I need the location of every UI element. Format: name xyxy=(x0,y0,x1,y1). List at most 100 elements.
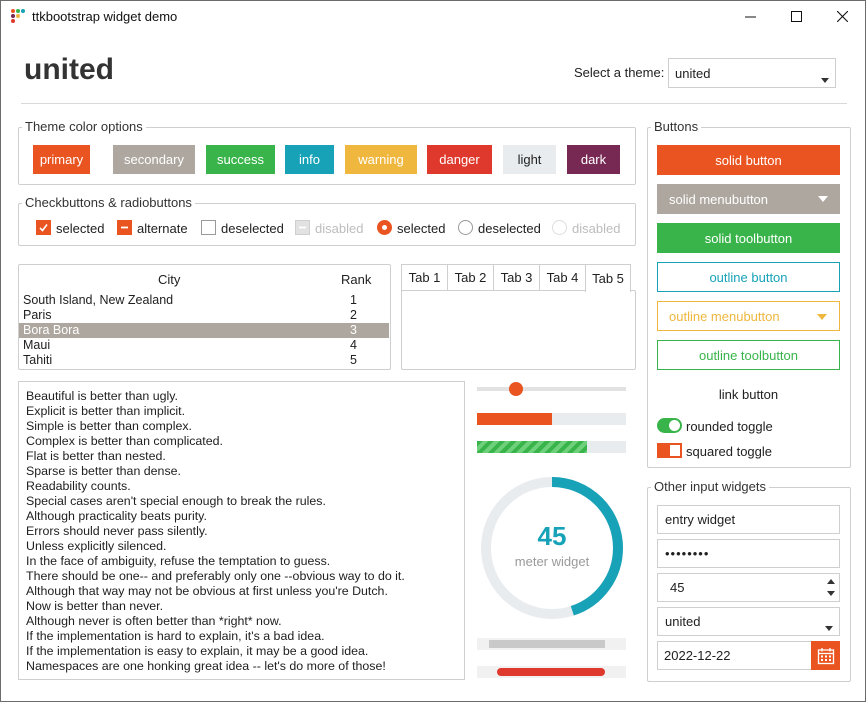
chevron-down-icon xyxy=(817,314,827,320)
input-combobox[interactable]: united xyxy=(657,607,840,636)
text-line: Flat is better than nested. xyxy=(26,449,166,463)
scroll-left-icon[interactable] xyxy=(477,639,481,649)
tab-4[interactable]: Tab 4 xyxy=(539,264,586,291)
theme-colors-title: Theme color options xyxy=(22,119,146,134)
solid-button[interactable]: solid button xyxy=(657,145,840,175)
solid-menubutton-label: solid menubutton xyxy=(669,191,769,207)
theme-combobox[interactable]: united xyxy=(668,58,836,88)
text-line: Now is better than never. xyxy=(26,599,164,613)
text-line: In the face of ambiguity, refuse the tem… xyxy=(26,554,331,568)
color-button-secondary[interactable]: secondary xyxy=(113,145,195,174)
table-header-city[interactable]: City xyxy=(158,272,181,287)
window-title: ttkbootstrap widget demo xyxy=(32,9,178,24)
color-button-dark[interactable]: dark xyxy=(567,145,620,174)
text-line: If the implementation is hard to explain… xyxy=(26,629,325,643)
table-cell-rank: 1 xyxy=(350,293,357,307)
striped-progress-bar xyxy=(477,441,626,453)
progress-fill xyxy=(477,413,552,425)
table-cell-rank: 5 xyxy=(350,353,357,367)
radio-deselected[interactable] xyxy=(458,220,473,235)
table-header-rank[interactable]: Rank xyxy=(341,272,372,287)
entry-widget[interactable]: entry widget xyxy=(657,505,840,534)
table-cell-city: Maui xyxy=(23,338,51,352)
table-row[interactable]: Maui 4 xyxy=(19,338,389,353)
spin-arrows-icon[interactable] xyxy=(827,578,835,598)
text-line: Unless explicitly silenced. xyxy=(26,539,167,553)
radio-disabled-label: disabled xyxy=(572,221,621,236)
color-button-light[interactable]: light xyxy=(503,145,556,174)
table-row[interactable]: Tahiti 5 xyxy=(19,353,389,368)
tab-5[interactable]: Tab 5 xyxy=(585,264,631,292)
text-line: Although that way may not be obvious at … xyxy=(26,584,388,598)
table-row[interactable]: Bora Bora 3 xyxy=(19,323,389,338)
scrollbar-thumb[interactable] xyxy=(489,640,605,648)
radio-dot xyxy=(382,225,387,230)
date-picker-button[interactable] xyxy=(811,641,840,670)
color-button-warning[interactable]: warning xyxy=(345,145,417,174)
outline-button[interactable]: outline button xyxy=(657,262,840,292)
minimize-button[interactable] xyxy=(727,1,773,32)
text-line: Beautiful is better than ugly. xyxy=(26,389,178,403)
city-table[interactable] xyxy=(18,264,391,370)
checkbox-deselected[interactable] xyxy=(201,220,216,235)
calendar-icon xyxy=(817,647,834,664)
checks-title: Checkbuttons & radiobuttons xyxy=(22,195,195,210)
outline-menubutton[interactable]: outline menubutton xyxy=(657,301,840,331)
checkbox-alternate-label: alternate xyxy=(137,221,188,236)
checks-frame xyxy=(18,203,636,246)
checkbox-alternate[interactable] xyxy=(117,220,132,235)
inputs-title: Other input widgets xyxy=(651,479,770,494)
tab-3[interactable]: Tab 3 xyxy=(493,264,540,291)
table-row[interactable]: Paris 2 xyxy=(19,308,389,323)
checkbox-selected[interactable] xyxy=(36,220,51,235)
minimize-icon xyxy=(744,16,756,18)
table-cell-city: Tahiti xyxy=(23,353,53,367)
radio-selected[interactable] xyxy=(377,220,392,235)
rounded-toggle[interactable] xyxy=(657,418,682,433)
scale-handle[interactable] xyxy=(508,382,523,396)
solid-toolbutton[interactable]: solid toolbutton xyxy=(657,223,840,253)
squared-toggle[interactable] xyxy=(657,443,682,458)
tab-2[interactable]: Tab 2 xyxy=(447,264,494,291)
theme-combobox-value: united xyxy=(675,65,711,81)
color-button-primary[interactable]: primary xyxy=(33,145,90,174)
link-button[interactable]: link button xyxy=(718,386,779,402)
date-entry[interactable]: 2022-12-22 xyxy=(657,641,812,670)
table-cell-city: Paris xyxy=(23,308,52,322)
spinbox[interactable]: 45 xyxy=(657,573,840,602)
check-icon xyxy=(39,224,48,232)
radio-selected-label: selected xyxy=(397,221,446,236)
progress-bar xyxy=(477,413,626,425)
text-line: Simple is better than complex. xyxy=(26,419,192,433)
text-line: Although practicality beats purity. xyxy=(26,509,207,523)
chevron-down-icon xyxy=(818,196,828,202)
text-line: Explicit is better than implicit. xyxy=(26,404,186,418)
table-cell-city: Bora Bora xyxy=(23,323,80,337)
buttons-frame xyxy=(647,127,851,468)
table-row[interactable]: South Island, New Zealand 1 xyxy=(19,293,389,308)
colored-scrollbar[interactable] xyxy=(477,666,626,678)
table-cell-rank: 4 xyxy=(350,338,357,352)
text-line: Special cases aren't special enough to b… xyxy=(26,494,326,508)
close-button[interactable] xyxy=(819,1,865,32)
table-cell-rank: 2 xyxy=(350,308,357,322)
radio-disabled xyxy=(552,220,567,235)
meter-widget[interactable] xyxy=(477,473,627,623)
colored-scrollbar-thumb[interactable] xyxy=(497,668,605,676)
striped-progress-fill xyxy=(477,441,588,453)
dash-icon xyxy=(299,226,306,229)
radio-deselected-label: deselected xyxy=(478,221,541,236)
color-button-info[interactable]: info xyxy=(285,145,334,174)
color-button-danger[interactable]: danger xyxy=(427,145,492,174)
meter-label: meter widget xyxy=(514,554,590,569)
color-button-success[interactable]: success xyxy=(206,145,275,174)
password-field[interactable]: •••••••• xyxy=(657,539,840,568)
horizontal-scrollbar[interactable] xyxy=(477,638,626,650)
text-area[interactable]: Beautiful is better than ugly. Explicit i… xyxy=(18,381,465,680)
tab-1[interactable]: Tab 1 xyxy=(401,264,448,291)
maximize-button[interactable] xyxy=(773,1,819,32)
solid-menubutton[interactable]: solid menubutton xyxy=(657,184,840,214)
outline-toolbutton[interactable]: outline toolbutton xyxy=(657,340,840,370)
notebook-panel xyxy=(401,290,636,370)
